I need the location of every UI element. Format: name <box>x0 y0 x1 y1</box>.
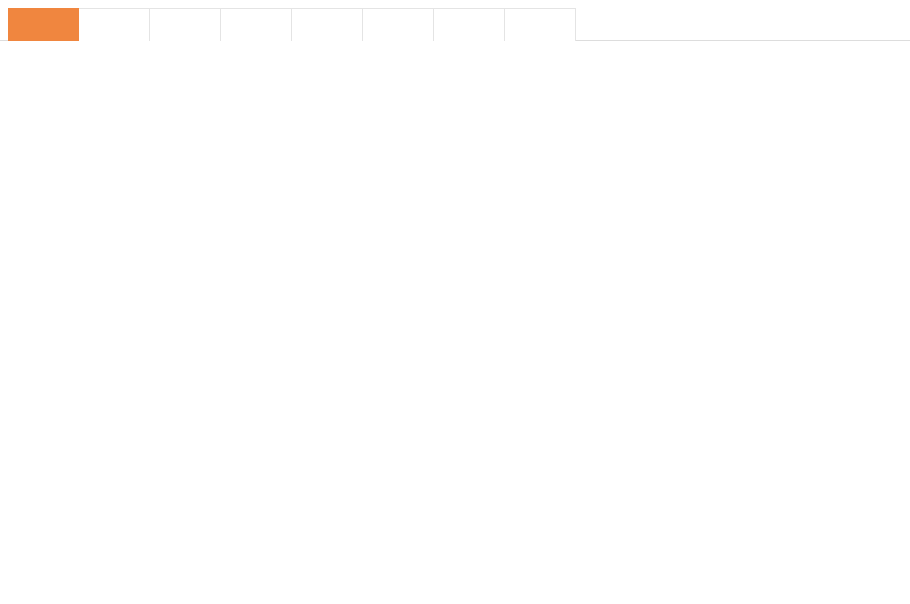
tab-week[interactable] <box>79 8 150 41</box>
tab-5min[interactable] <box>221 8 292 41</box>
tab-30min[interactable] <box>363 8 434 41</box>
period-tabbar <box>0 0 910 41</box>
tab-day[interactable] <box>8 8 79 41</box>
price-candlestick-chart[interactable] <box>0 42 910 474</box>
tab-15min[interactable] <box>292 8 363 41</box>
macd-legend <box>10 479 52 494</box>
ma-legend <box>10 69 58 84</box>
macd-indicator-chart[interactable] <box>0 474 910 604</box>
tab-4hour[interactable] <box>505 8 576 41</box>
tab-month[interactable] <box>150 8 221 41</box>
ohlc-legend <box>10 48 66 63</box>
tab-60min[interactable] <box>434 8 505 41</box>
